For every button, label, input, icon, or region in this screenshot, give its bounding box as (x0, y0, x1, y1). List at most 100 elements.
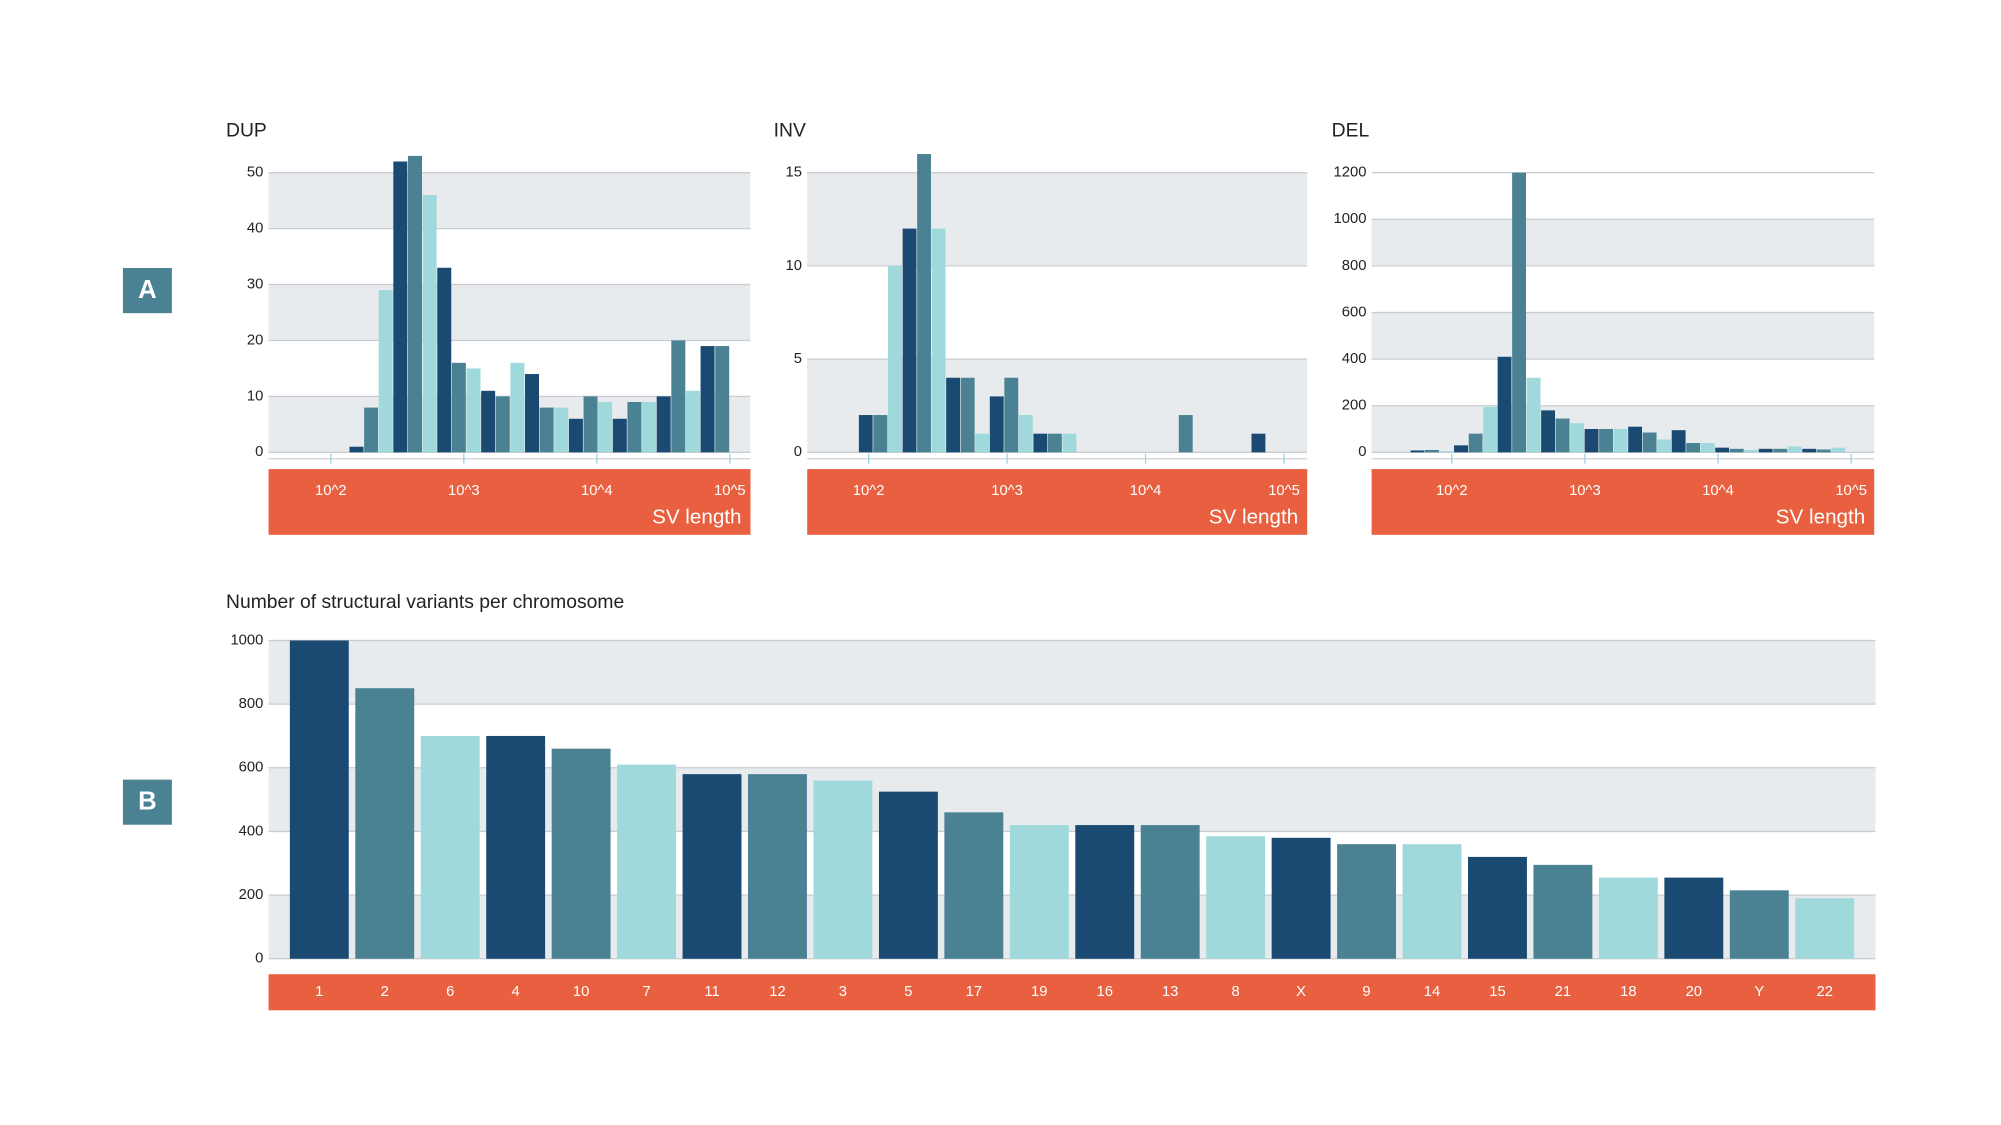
x-tick-label: 14 (1424, 984, 1440, 1000)
x-tick-label: 10^2 (853, 483, 885, 499)
bar (554, 407, 569, 453)
bar (902, 228, 917, 453)
x-tick-label: 21 (1555, 984, 1571, 1000)
x-axis-label: SV length (1209, 505, 1298, 528)
bar (1570, 423, 1584, 453)
bar (525, 374, 540, 453)
y-tick-label: 400 (1342, 351, 1367, 367)
x-tick-label: 10^3 (1569, 483, 1601, 499)
bar (598, 401, 613, 453)
y-tick-label: 1000 (230, 632, 263, 648)
bar (1715, 447, 1730, 453)
y-tick-label: 5 (794, 351, 802, 367)
bar (1497, 356, 1512, 453)
bar (1795, 898, 1855, 959)
x-axis-band (268, 469, 751, 535)
bar (1468, 856, 1527, 959)
bar (1206, 836, 1266, 959)
bar (378, 290, 393, 453)
bar (583, 396, 598, 453)
x-tick-label: 10^4 (1702, 483, 1734, 499)
bar (1062, 433, 1077, 453)
x-tick-label: 20 (1686, 984, 1702, 1000)
bar (420, 735, 480, 959)
x-tick-label: 10^5 (1268, 483, 1300, 499)
x-tick-label: 18 (1620, 984, 1636, 1000)
bar (1584, 429, 1599, 453)
chart-title: INV (774, 121, 806, 142)
x-tick-label: 7 (642, 984, 650, 1000)
bar (1729, 890, 1789, 959)
bar (1140, 825, 1200, 959)
bar (1425, 449, 1439, 453)
y-tick-label: 40 (247, 221, 263, 237)
bar (642, 401, 657, 453)
bar (568, 418, 583, 453)
y-tick-label: 0 (1358, 444, 1366, 460)
y-tick-label: 600 (1342, 304, 1367, 320)
bar (1512, 172, 1526, 453)
x-tick-label: 3 (839, 984, 847, 1000)
y-tick-label: 0 (794, 444, 802, 460)
bar (1758, 448, 1773, 453)
bar (975, 433, 990, 453)
bar (656, 396, 671, 453)
bar (1599, 429, 1614, 453)
x-tick-label: 19 (1031, 984, 1047, 1000)
chart-title: DEL (1332, 121, 1370, 142)
bar (612, 418, 627, 453)
bar (1526, 377, 1541, 453)
bar (1628, 426, 1643, 453)
bar (813, 780, 873, 959)
bar (944, 812, 1004, 959)
bar (1454, 445, 1469, 453)
bar (1802, 448, 1817, 453)
bar (715, 346, 730, 453)
bar (393, 161, 408, 453)
y-tick-label: 10 (247, 388, 263, 404)
y-tick-label: 800 (1342, 258, 1367, 274)
panel-badge (122, 779, 172, 825)
bar (1439, 451, 1454, 453)
bar (627, 401, 642, 453)
x-axis-band (268, 974, 1876, 1011)
chart-title: DUP (226, 121, 267, 142)
y-tick-label: 1000 (1334, 211, 1367, 227)
bar (888, 265, 902, 453)
x-tick-label: 10 (573, 984, 589, 1000)
bar (1664, 877, 1724, 959)
x-tick-label: 15 (1489, 984, 1505, 1000)
bar (1178, 415, 1193, 453)
bar (289, 640, 349, 959)
x-tick-label: X (1296, 984, 1306, 1000)
x-tick-label: 10^5 (1835, 483, 1867, 499)
x-axis-label: SV length (1776, 505, 1865, 528)
bar (466, 368, 481, 453)
bar (1251, 433, 1266, 453)
bar (858, 415, 873, 453)
bar (700, 346, 715, 453)
x-tick-label: 13 (1162, 984, 1178, 1000)
x-tick-label: 10^3 (991, 483, 1023, 499)
x-tick-label: 16 (1097, 984, 1113, 1000)
y-tick-label: 50 (247, 165, 263, 181)
grid-band (807, 172, 1308, 266)
bar (748, 774, 807, 959)
y-tick-label: 10 (786, 258, 802, 274)
y-tick-label: 0 (255, 444, 263, 460)
panel-badge (122, 268, 172, 314)
bar (551, 748, 611, 959)
grid-band (1371, 219, 1875, 266)
y-tick-label: 15 (786, 165, 802, 181)
bar (1744, 449, 1759, 453)
bar (1337, 844, 1397, 959)
grid-band (268, 284, 751, 341)
panel-label: B (138, 788, 157, 816)
bar (960, 377, 975, 453)
grid-band (268, 640, 1876, 705)
bar (1075, 825, 1135, 959)
y-tick-label: 1200 (1334, 165, 1367, 181)
x-tick-label: 10^5 (714, 483, 746, 499)
